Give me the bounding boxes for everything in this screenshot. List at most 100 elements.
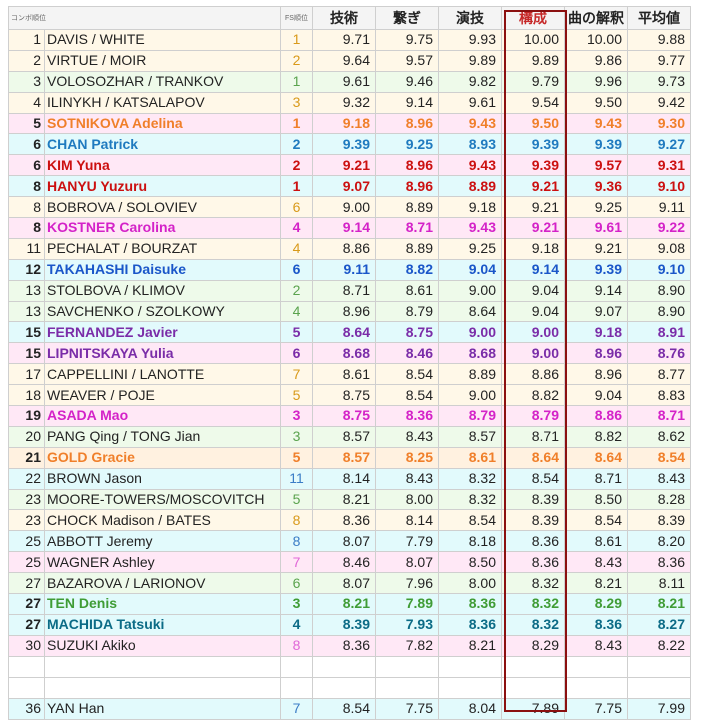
performance-score: 8.93 [438, 133, 502, 156]
skating-skills-score: 8.68 [312, 342, 376, 365]
empty-cell [312, 676, 376, 699]
performance-score: 9.43 [438, 217, 502, 239]
average-score: 9.10 [627, 258, 691, 281]
rank-cell: 6 [8, 154, 45, 177]
composition-score: 9.00 [501, 321, 565, 344]
fs-rank-cell: 1 [280, 175, 313, 198]
table-row: 36 YAN Han 7 8.54 7.75 8.04 7.89 7.75 7.99 [8, 697, 691, 720]
component-scores-table: コンボ順位 FS順位 技術 繋ぎ 演技 構成 曲の解釈 平均値 1 DAVIS /… [8, 6, 691, 720]
transitions-score: 8.96 [375, 112, 439, 135]
composition-score: 9.14 [501, 258, 565, 281]
empty-cell [280, 676, 313, 699]
fs-rank-cell: 7 [280, 697, 313, 720]
performance-score: 9.43 [438, 112, 502, 135]
interpretation-score: 8.96 [564, 342, 628, 365]
average-score: 9.27 [627, 133, 691, 156]
empty-cell [44, 676, 281, 699]
transitions-score: 8.43 [375, 467, 439, 490]
empty-cell [501, 655, 565, 678]
table-row: 27 TEN Denis 3 8.21 7.89 8.36 8.32 8.29 8.21 [8, 593, 691, 615]
skater-name: TAKAHASHI Daisuke [44, 258, 281, 281]
skater-name: SAVCHENKO / SZOLKOWY [44, 300, 281, 323]
rank-cell: 8 [8, 217, 45, 239]
rank-cell: 20 [8, 425, 45, 448]
skating-skills-score: 8.36 [312, 634, 376, 657]
skating-skills-score: 8.46 [312, 551, 376, 574]
skating-skills-score: 8.86 [312, 237, 376, 260]
skater-name: MACHIDA Tatsuki [44, 613, 281, 636]
empty-cell [627, 676, 691, 699]
skating-skills-score: 9.39 [312, 133, 376, 156]
table-row: 27 MACHIDA Tatsuki 4 8.39 7.93 8.36 8.32 8.36 8.… [8, 613, 691, 636]
rank-cell: 15 [8, 321, 45, 344]
rank-cell: 5 [8, 112, 45, 135]
fs-rank-cell: 1 [280, 70, 313, 93]
composition-score: 9.21 [501, 196, 565, 219]
header-combo-rank: コンボ順位 [8, 6, 281, 30]
rank-cell: 4 [8, 91, 45, 114]
fs-rank-cell: 2 [280, 49, 313, 72]
composition-score: 8.71 [501, 425, 565, 448]
composition-score: 9.04 [501, 279, 565, 302]
table-row: 20 PANG Qing / TONG Jian 3 8.57 8.43 8.57 8.71… [8, 425, 691, 448]
skater-name: KOSTNER Carolina [44, 217, 281, 239]
transitions-score: 7.93 [375, 613, 439, 636]
performance-score: 9.89 [438, 49, 502, 72]
composition-score: 10.00 [501, 29, 565, 51]
rank-cell: 36 [8, 697, 45, 720]
empty-row [8, 676, 691, 699]
performance-score: 8.32 [438, 488, 502, 511]
empty-cell [8, 676, 45, 699]
transitions-score: 7.75 [375, 697, 439, 720]
performance-score: 8.04 [438, 697, 502, 720]
composition-score: 7.89 [501, 697, 565, 720]
rank-cell: 1 [8, 29, 45, 51]
rank-cell: 27 [8, 613, 45, 636]
interpretation-score: 10.00 [564, 29, 628, 51]
table-row: 1 DAVIS / WHITE 1 9.71 9.75 9.93 10.00 10.00 9.8… [8, 29, 691, 51]
average-score: 8.90 [627, 279, 691, 302]
table-row: 4 ILINYKH / KATSALAPOV 3 9.32 9.14 9.61 9.54 9.… [8, 91, 691, 114]
average-score: 9.10 [627, 175, 691, 198]
average-score: 8.77 [627, 363, 691, 386]
composition-score: 9.79 [501, 70, 565, 93]
header-transitions: 繋ぎ [375, 6, 439, 30]
fs-rank-cell: 8 [280, 530, 313, 553]
rank-cell: 17 [8, 363, 45, 386]
header-skating-skills: 技術 [312, 6, 376, 30]
fs-rank-cell: 1 [280, 112, 313, 135]
empty-cell [627, 655, 691, 678]
interpretation-score: 9.96 [564, 70, 628, 93]
table-row: 30 SUZUKI Akiko 8 8.36 7.82 8.21 8.29 8.43 8.22 [8, 634, 691, 657]
average-score: 9.08 [627, 237, 691, 260]
skater-name: DAVIS / WHITE [44, 29, 281, 51]
rank-cell: 25 [8, 530, 45, 553]
rank-cell: 15 [8, 342, 45, 365]
fs-rank-cell: 7 [280, 551, 313, 574]
transitions-score: 9.14 [375, 91, 439, 114]
skating-skills-score: 9.14 [312, 217, 376, 239]
skating-skills-score: 9.00 [312, 196, 376, 219]
table-row: 23 MOORE-TOWERS/MOSCOVITCH 5 8.21 8.00 8.32 8.… [8, 488, 691, 511]
transitions-score: 8.96 [375, 175, 439, 198]
fs-rank-cell: 2 [280, 279, 313, 302]
fs-rank-cell: 3 [280, 405, 313, 427]
skating-skills-score: 8.57 [312, 446, 376, 469]
performance-score: 8.68 [438, 342, 502, 365]
table-row: 8 HANYU Yuzuru 1 9.07 8.96 8.89 9.21 9.36 9.10 [8, 175, 691, 198]
rank-cell: 22 [8, 467, 45, 490]
rank-cell: 23 [8, 509, 45, 532]
skating-skills-score: 9.71 [312, 29, 376, 51]
fs-rank-cell: 5 [280, 488, 313, 511]
empty-cell [375, 676, 439, 699]
interpretation-score: 7.75 [564, 697, 628, 720]
composition-score: 8.32 [501, 593, 565, 615]
composition-score: 8.39 [501, 509, 565, 532]
skater-name: KIM Yuna [44, 154, 281, 177]
performance-score: 8.00 [438, 572, 502, 595]
average-score: 7.99 [627, 697, 691, 720]
table-row: 22 BROWN Jason 11 8.14 8.43 8.32 8.54 8.71 8.43 [8, 467, 691, 490]
table-row: 6 CHAN Patrick 2 9.39 9.25 8.93 9.39 9.39 9.27 [8, 133, 691, 156]
skater-name: GOLD Gracie [44, 446, 281, 469]
empty-cell [8, 655, 45, 678]
